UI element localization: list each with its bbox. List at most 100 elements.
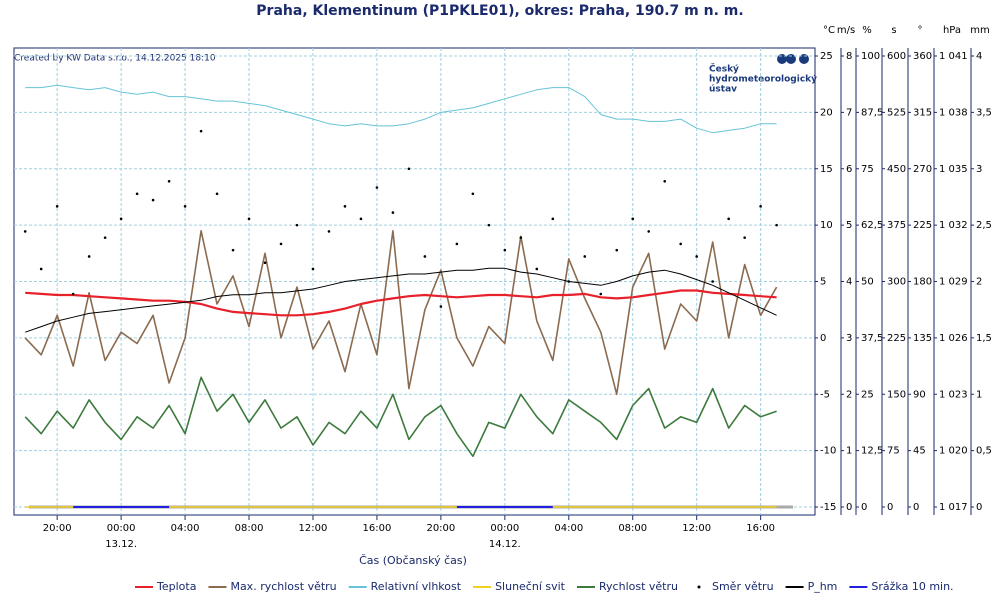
y-tick-label: 225 [887, 333, 906, 344]
logo-text: ústav [709, 85, 737, 95]
wind-direction-dot [39, 267, 43, 271]
y-tick-label: 600 [887, 51, 906, 62]
y-tick-label: 180 [913, 277, 932, 288]
wind-direction-dot [759, 205, 762, 208]
y-tick-label: 270 [913, 164, 932, 175]
wind-direction-dot [279, 242, 283, 246]
wind-direction-dot [407, 167, 411, 171]
y-tick-label: 100 [861, 51, 880, 62]
credit: Created by KW Data s.r.o., 14.12.2025 18… [14, 54, 216, 64]
x-tick-label: 00:00 [107, 523, 136, 534]
series-line [24, 376, 777, 458]
y-tick-label: 3 [846, 333, 852, 344]
wind-direction-dot [167, 179, 171, 183]
y-tick-label: 87,5 [861, 107, 883, 118]
y-tick-label: 1 [846, 446, 852, 457]
wind-direction-dot [711, 280, 714, 283]
y-tick-label: 1,5 [976, 333, 992, 344]
wind-direction-dot [455, 242, 459, 246]
y-tick-label: 0 [820, 333, 826, 344]
legend-label: Teplota [156, 580, 196, 593]
wind-direction-dot [615, 248, 619, 252]
y-tick-label: -15 [820, 502, 836, 513]
wind-direction-dot [199, 129, 203, 133]
y-tick-label: 12,5 [861, 446, 883, 457]
legend-label: Směr větru [712, 580, 774, 593]
y-tick-label: 6 [846, 164, 852, 175]
legend-item: Max. rychlost větru [208, 580, 337, 593]
y-tick-label: 1 [976, 389, 982, 400]
y-tick-label: 2 [846, 389, 852, 400]
series-line [24, 230, 778, 396]
y-tick-label: 225 [913, 220, 932, 231]
y-axis-unit: °C [823, 25, 835, 36]
y-tick-label: -5 [820, 389, 830, 400]
wind-direction-dot [663, 179, 667, 183]
y-tick-label: 0 [913, 502, 919, 513]
y-tick-label: 1 017 [939, 502, 968, 513]
y-tick-label: 5 [820, 277, 826, 288]
y-tick-label: 450 [887, 164, 906, 175]
wind-direction-dot [647, 230, 651, 233]
wind-direction-dot [567, 280, 571, 283]
wind-direction-dot [583, 255, 587, 258]
y-tick-label: 1 023 [939, 389, 968, 400]
y-tick-label: 1 032 [939, 220, 968, 231]
y-tick-label: 5 [846, 220, 852, 231]
wind-direction-dot [695, 255, 698, 258]
y-tick-label: 3,5 [976, 107, 992, 118]
x-tick-label: 12:00 [682, 523, 711, 534]
y-axis-unit: hPa [943, 25, 961, 36]
wind-direction-dot [247, 217, 251, 221]
logo: Český hydrometeorologický ústav [709, 54, 817, 95]
wind-direction-dot [727, 217, 730, 221]
legend-label: P_hm [808, 580, 838, 593]
y-tick-label: 75 [887, 446, 900, 457]
y-tick-label: 315 [913, 107, 932, 118]
y-tick-label: 0 [976, 502, 982, 513]
wind-direction-dot [535, 267, 539, 271]
x-tick-label: 04:00 [554, 523, 583, 534]
x-tick-label: 20:00 [43, 523, 72, 534]
logo-text: Český [709, 63, 739, 75]
wind-direction-dot [551, 217, 555, 221]
legend-item: Srážka 10 min. [849, 580, 954, 593]
y-tick-label: 15 [820, 164, 833, 175]
wind-direction-dot [55, 205, 59, 208]
y-tick-label: 3 [976, 164, 982, 175]
wind-direction-dot [311, 267, 315, 271]
y-axis-unit: ° [918, 25, 923, 36]
x-tick-label: 16:00 [363, 523, 392, 534]
x-tick-label: 08:00 [235, 523, 264, 534]
wind-direction-dot [135, 192, 139, 196]
y-tick-label: 1 041 [939, 51, 968, 62]
series-line [25, 267, 777, 333]
y-tick-label: 150 [887, 389, 906, 400]
y-tick-label: 0 [887, 502, 893, 513]
y-tick-label: 1 026 [939, 333, 968, 344]
y-axis-unit: % [862, 25, 872, 36]
wind-direction-dot [471, 192, 475, 196]
y-tick-label: -10 [820, 446, 836, 457]
y-tick-label: 4 [976, 51, 982, 62]
wind-direction-dot [231, 248, 235, 252]
x-tick-label: 20:00 [426, 523, 455, 534]
legend-item: Rychlost větru [577, 580, 678, 593]
wind-direction-dot [599, 292, 603, 296]
legend-item: Teplota [135, 580, 196, 593]
wind-direction-dot [503, 248, 507, 252]
y-tick-label: 90 [913, 389, 926, 400]
x-tick-label: 04:00 [171, 523, 200, 534]
x-tick-label: 12:00 [299, 523, 328, 534]
y-tick-label: 4 [846, 277, 852, 288]
y-tick-label: 2 [976, 277, 982, 288]
wind-direction-dot [359, 217, 363, 221]
legend-marker [697, 585, 701, 589]
y-tick-label: 300 [887, 277, 906, 288]
y-tick-label: 8 [846, 51, 852, 62]
wind-direction-dot [215, 192, 219, 196]
y-axis-unit: s [891, 25, 896, 36]
y-tick-label: 10 [820, 220, 833, 231]
logo-text: hydrometeorologický [709, 75, 817, 85]
